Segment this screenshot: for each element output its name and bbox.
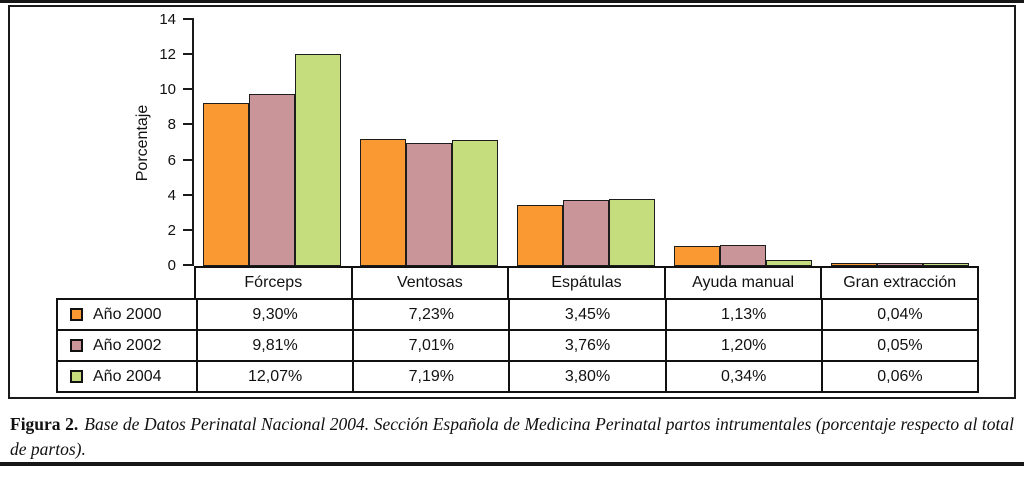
value-cell-2002-cat4: 0,05% [820, 331, 977, 360]
legend-swatch-2004 [70, 370, 83, 383]
value-cell-2004-cat3: 0,34% [664, 362, 821, 391]
category-header-cell-0: Fórceps [244, 274, 303, 291]
y-axis-tick-label: 8 [167, 116, 176, 134]
value-cell-2002-cat1: 7,01% [352, 331, 508, 360]
value-cell-2004-cat1: 7,19% [352, 362, 508, 391]
y-axis-tick-label: 4 [167, 186, 176, 204]
value-cell-2002-cat3: 1,20% [664, 331, 821, 360]
y-axis-tick-label: 14 [159, 11, 176, 28]
bar-2002-cat1 [406, 142, 452, 266]
y-axis-line [192, 18, 194, 266]
y-axis-tick-label: 6 [167, 151, 176, 169]
bar-2000-cat4 [831, 263, 877, 266]
value-cell-2004-cat4: 0,06% [820, 362, 977, 391]
bar-2000-cat3 [674, 246, 720, 266]
category-header-cell-4: Gran extracción [820, 268, 977, 298]
bar-2002-cat2 [563, 199, 609, 266]
bar-2002-cat4 [877, 263, 923, 266]
bar-2000-cat0 [203, 102, 249, 266]
caption-text: Base de Datos Perinatal Nacional 2004. S… [10, 414, 1014, 459]
y-axis-tick [183, 88, 192, 91]
y-axis-tick [183, 193, 192, 196]
bar-2004-cat4 [923, 263, 969, 266]
bar-2002-cat0 [249, 93, 295, 266]
figure-caption: Figura 2. Base de Datos Perinatal Naciona… [10, 412, 1014, 461]
bar-2000-cat1 [360, 138, 406, 266]
y-axis-tick-label: 2 [167, 221, 176, 239]
y-axis-tick [183, 158, 192, 161]
bar-2002-cat3 [720, 244, 766, 266]
value-cell-2000-cat1: 7,23% [352, 300, 508, 329]
category-header-cell-3: Ayuda manual [663, 268, 821, 298]
legend-swatch-2002 [70, 339, 83, 352]
category-header-cell-2: Espátulas [507, 268, 664, 298]
value-cell-2000-cat2: 3,45% [508, 300, 664, 329]
y-axis-tick-label: 10 [159, 81, 176, 99]
legend-cell-2000: Año 2000 [58, 300, 196, 329]
bar-2004-cat1 [452, 139, 498, 266]
bar-2000-cat2 [517, 205, 563, 266]
value-cell-2004-cat2: 3,80% [508, 362, 664, 391]
top-rule [0, 0, 1024, 3]
legend-swatch-2000 [70, 308, 83, 321]
value-cell-2000-cat4: 0,04% [820, 300, 977, 329]
y-axis-tick-label: 12 [159, 46, 176, 64]
table-row-2004: Año 2004 12,07% 7,19% 3,80% 0,34% 0,06% [58, 360, 977, 391]
category-header-row: Fórceps Ventosas Espátulas Ayuda manual Gran… [194, 266, 979, 300]
y-axis-tick [183, 123, 192, 126]
figure-box: Porcentaje 0 2 4 6 8 10 12 14 Fórceps Ventosas Es… [8, 5, 1016, 399]
legend-label-2002: Año 2002 [93, 336, 162, 354]
legend-cell-2002: Año 2002 [58, 331, 196, 360]
legend-label-2000: Año 2000 [93, 305, 162, 323]
data-table: Año 2000 9,30% 7,23% 3,45% 1,13% 0,04% Año 200… [56, 298, 979, 393]
value-cell-2002-cat0: 9,81% [196, 331, 352, 360]
value-cell-2004-cat0: 12,07% [196, 362, 352, 391]
y-axis-tick [183, 18, 192, 20]
y-axis-tick [183, 53, 192, 56]
caption-label: Figura 2. [10, 414, 79, 434]
value-cell-2000-cat3: 1,13% [664, 300, 821, 329]
table-row-2002: Año 2002 9,81% 7,01% 3,76% 1,20% 0,05% [58, 329, 977, 360]
y-axis-tick-label: 0 [167, 257, 176, 274]
bar-2004-cat3 [766, 260, 812, 266]
category-header-cell-1: Ventosas [350, 268, 508, 298]
value-cell-2002-cat2: 3,76% [508, 331, 664, 360]
y-axis-tick [183, 264, 192, 266]
bar-chart: Porcentaje 0 2 4 6 8 10 12 14 [10, 7, 1014, 397]
legend-label-2004: Año 2004 [93, 367, 162, 385]
table-row-2000: Año 2000 9,30% 7,23% 3,45% 1,13% 0,04% [58, 300, 977, 329]
bottom-rule [0, 462, 1024, 466]
legend-cell-2004: Año 2004 [58, 362, 196, 391]
bar-2004-cat2 [609, 199, 655, 266]
bar-2004-cat0 [295, 53, 341, 266]
y-axis-tick [183, 228, 192, 231]
value-cell-2000-cat0: 9,30% [196, 300, 352, 329]
